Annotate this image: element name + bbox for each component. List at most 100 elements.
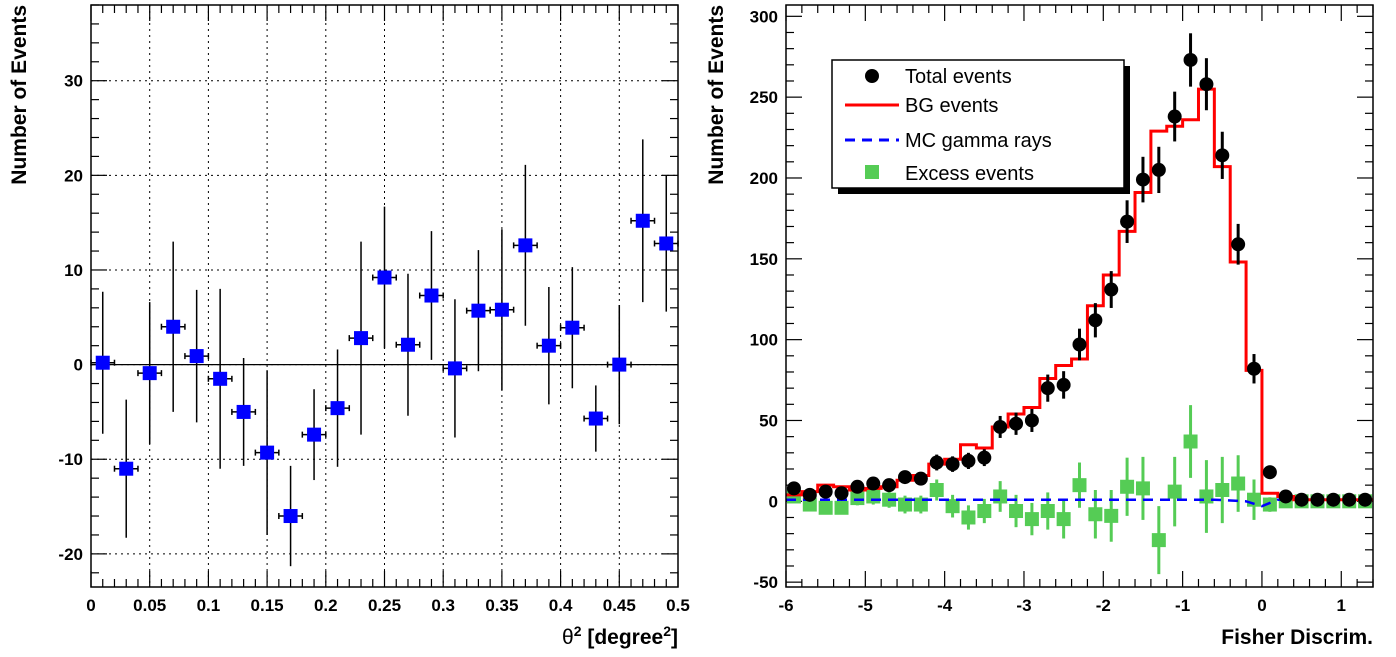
theta2-data-point [512, 164, 538, 326]
theta2-x-tick-label: 0.1 [197, 596, 221, 615]
fisher-y-tick-labels: -50 0 50 100 150 200 250 300 [750, 7, 778, 592]
theta2-marker [659, 236, 674, 251]
theta2-data-point [90, 291, 116, 434]
fisher-excess-point [1056, 499, 1071, 539]
fisher-excess-events [786, 405, 1373, 575]
fisher-excess-marker [866, 489, 881, 504]
fisher-total-marker [993, 419, 1008, 434]
theta2-data-point [559, 267, 585, 389]
fisher-total-marker [897, 470, 912, 485]
fisher-x-tick-label: -4 [937, 596, 953, 615]
fisher-x-tick-label: 0 [1257, 596, 1266, 615]
theta2-x-tick-labels: 0 0.05 0.1 0.15 0.2 0.25 0.3 0.35 0.4 0.45 0.5 [86, 596, 690, 615]
fisher-mc-gamma-line [786, 498, 1373, 508]
fisher-total-point [1199, 58, 1214, 111]
fisher-excess-marker [1040, 504, 1055, 519]
theta2-data-point [653, 175, 679, 312]
fisher-excess-point [993, 481, 1008, 512]
theta2-x-tick-label: 0 [86, 596, 95, 615]
fisher-total-point [1294, 492, 1309, 507]
fisher-excess-marker [929, 483, 944, 497]
fisher-excess-marker [850, 491, 865, 506]
fisher-excess-point [945, 494, 960, 518]
fisher-x-tick-label: -1 [1175, 596, 1190, 615]
theta2-marker [354, 331, 369, 346]
fisher-total-point [1342, 492, 1357, 507]
fisher-total-marker [961, 453, 976, 468]
fisher-excess-marker [1072, 478, 1087, 493]
fisher-bg-histogram [786, 87, 1373, 502]
theta2-y-tick-label: 0 [74, 356, 83, 375]
fisher-total-point [1231, 223, 1246, 265]
theta2-marker [471, 303, 486, 318]
theta2-data-point [442, 299, 468, 438]
fisher-excess-marker [1088, 507, 1103, 522]
legend-excess-label: Excess events [905, 163, 1034, 185]
theta2-marker [189, 349, 204, 364]
theta2-data-point [137, 302, 163, 445]
theta2-data-point [536, 287, 562, 405]
theta2-x-tick-label: 0.4 [549, 596, 573, 615]
theta2-panel: 0 0.05 0.1 0.15 0.2 0.25 0.3 0.35 0.4 0.45 0.5 -20… [8, 4, 690, 649]
fisher-total-marker [1104, 282, 1119, 297]
fisher-excess-marker [1024, 512, 1039, 527]
fisher-total-point [1088, 303, 1103, 338]
fisher-total-point [1009, 412, 1024, 435]
fisher-y-tick-label: -50 [753, 573, 778, 592]
theta2-data-point [630, 139, 656, 303]
fisher-total-marker [818, 484, 833, 499]
fisher-total-marker [1231, 237, 1246, 252]
theta2-x-title-sup: 2 [574, 623, 582, 639]
theta2-data-point [583, 385, 609, 452]
fisher-total-point [866, 476, 881, 491]
theta2-marker [541, 338, 556, 353]
theta2-data-point [372, 206, 397, 349]
fisher-total-marker [1088, 313, 1103, 328]
theta2-y-tick-label: -20 [58, 545, 83, 564]
fisher-y-tick-label: 0 [769, 492, 778, 511]
fisher-excess-marker [1215, 483, 1230, 497]
fisher-total-point [1326, 492, 1341, 507]
fisher-excess-marker [993, 489, 1008, 504]
fisher-total-point [786, 481, 801, 496]
fisher-panel: -6 -5 -4 -3 -2 -1 0 1 -50 0 50 100 150 200 250 300 Fis… [705, 4, 1374, 649]
theta2-data-point [231, 357, 257, 466]
fisher-excess-point [1151, 506, 1166, 575]
fisher-excess-point [1135, 456, 1150, 520]
theta2-data-point [113, 399, 139, 538]
legend-mc-label: MC gamma rays [905, 130, 1052, 152]
fisher-excess-point [1231, 455, 1246, 512]
fisher-total-events [786, 33, 1373, 507]
fisher-total-point [977, 449, 992, 467]
theta2-marker [588, 411, 603, 426]
fisher-y-tick-label: 150 [750, 250, 778, 269]
fisher-excess-marker [961, 510, 976, 525]
fisher-excess-marker [1104, 508, 1119, 523]
theta2-x-tick-label: 0.45 [603, 596, 636, 615]
fisher-excess-point [866, 488, 881, 505]
theta2-excess-points [90, 139, 679, 567]
fisher-total-marker [834, 486, 849, 501]
theta2-marker [283, 509, 298, 524]
theta2-marker [377, 270, 392, 285]
fisher-total-marker [1278, 489, 1293, 504]
theta2-marker [400, 337, 415, 352]
fisher-total-marker [802, 487, 817, 502]
theta2-x-tick-label: 0.5 [666, 596, 690, 615]
fisher-excess-point [1199, 460, 1214, 533]
legend-total-label: Total events [905, 66, 1012, 88]
fisher-total-marker [977, 450, 992, 465]
fisher-total-point [834, 486, 849, 501]
theta2-data-point [606, 304, 632, 425]
fisher-excess-point [818, 500, 833, 515]
fisher-total-marker [1199, 77, 1214, 92]
legend-bg-label: BG events [905, 95, 998, 117]
fisher-excess-point [913, 495, 928, 514]
fisher-excess-marker [1120, 479, 1135, 494]
theta2-x-axis-title: θ2 [degree2] [562, 623, 678, 649]
fisher-excess-point [1040, 492, 1055, 530]
theta2-data-point [348, 241, 374, 435]
fisher-total-point [802, 487, 817, 502]
theta2-x-tick-label: 0.3 [431, 596, 455, 615]
theta2-data-point [301, 389, 327, 481]
